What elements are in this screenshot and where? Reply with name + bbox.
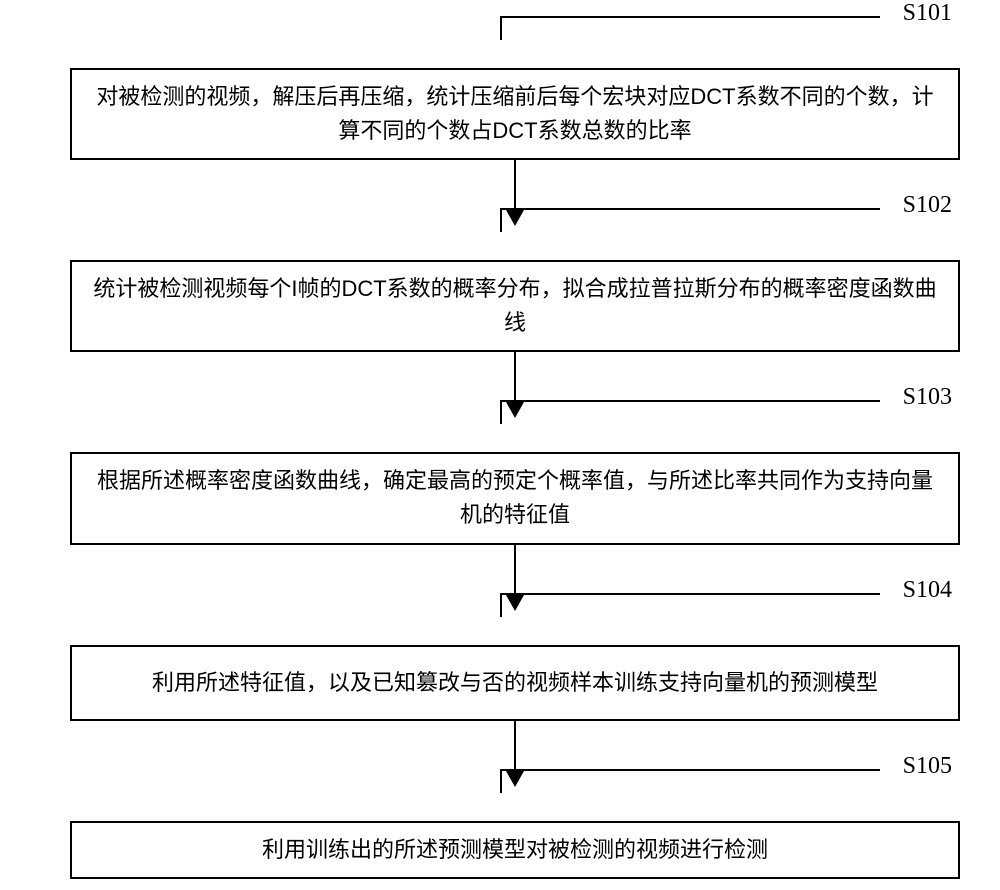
label-leader-line	[500, 769, 880, 793]
step-text: 利用所述特征值，以及已知篡改与否的视频样本训练支持向量机的预测模型	[152, 666, 878, 700]
step-label: S103	[903, 384, 952, 411]
flow-step: S104 利用所述特征值，以及已知篡改与否的视频样本训练支持向量机的预测模型	[0, 617, 1000, 721]
step-box: 利用所述特征值，以及已知篡改与否的视频样本训练支持向量机的预测模型	[70, 645, 960, 721]
flow-step: S103 根据所述概率密度函数曲线，确定最高的预定个概率值，与所述比率共同作为支…	[0, 424, 1000, 544]
flow-step: S105 利用训练出的所述预测模型对被检测的视频进行检测	[0, 793, 1000, 879]
step-box: 根据所述概率密度函数曲线，确定最高的预定个概率值，与所述比率共同作为支持向量机的…	[70, 452, 960, 544]
flowchart-container: S101 对被检测的视频，解压后再压缩，统计压缩前后每个宏块对应DCT系数不同的…	[0, 40, 1000, 879]
step-text: 根据所述概率密度函数曲线，确定最高的预定个概率值，与所述比率共同作为支持向量机的…	[90, 464, 940, 532]
step-box: 统计被检测视频每个I帧的DCT系数的概率分布，拟合成拉普拉斯分布的概率密度函数曲…	[70, 260, 960, 352]
label-leader-line	[500, 208, 880, 232]
step-label: S105	[903, 753, 952, 780]
step-text: 对被检测的视频，解压后再压缩，统计压缩前后每个宏块对应DCT系数不同的个数，计算…	[90, 80, 940, 148]
step-label: S104	[903, 577, 952, 604]
label-leader-line	[500, 593, 880, 617]
label-leader-line	[500, 400, 880, 424]
flow-step: S101 对被检测的视频，解压后再压缩，统计压缩前后每个宏块对应DCT系数不同的…	[0, 40, 1000, 160]
step-text: 利用训练出的所述预测模型对被检测的视频进行检测	[262, 833, 768, 867]
step-label: S102	[903, 192, 952, 219]
flow-step: S102 统计被检测视频每个I帧的DCT系数的概率分布，拟合成拉普拉斯分布的概率…	[0, 232, 1000, 352]
label-leader-line	[500, 16, 880, 40]
step-text: 统计被检测视频每个I帧的DCT系数的概率分布，拟合成拉普拉斯分布的概率密度函数曲…	[90, 272, 940, 340]
step-box: 对被检测的视频，解压后再压缩，统计压缩前后每个宏块对应DCT系数不同的个数，计算…	[70, 68, 960, 160]
step-label: S101	[903, 0, 952, 27]
step-box: 利用训练出的所述预测模型对被检测的视频进行检测	[70, 821, 960, 879]
